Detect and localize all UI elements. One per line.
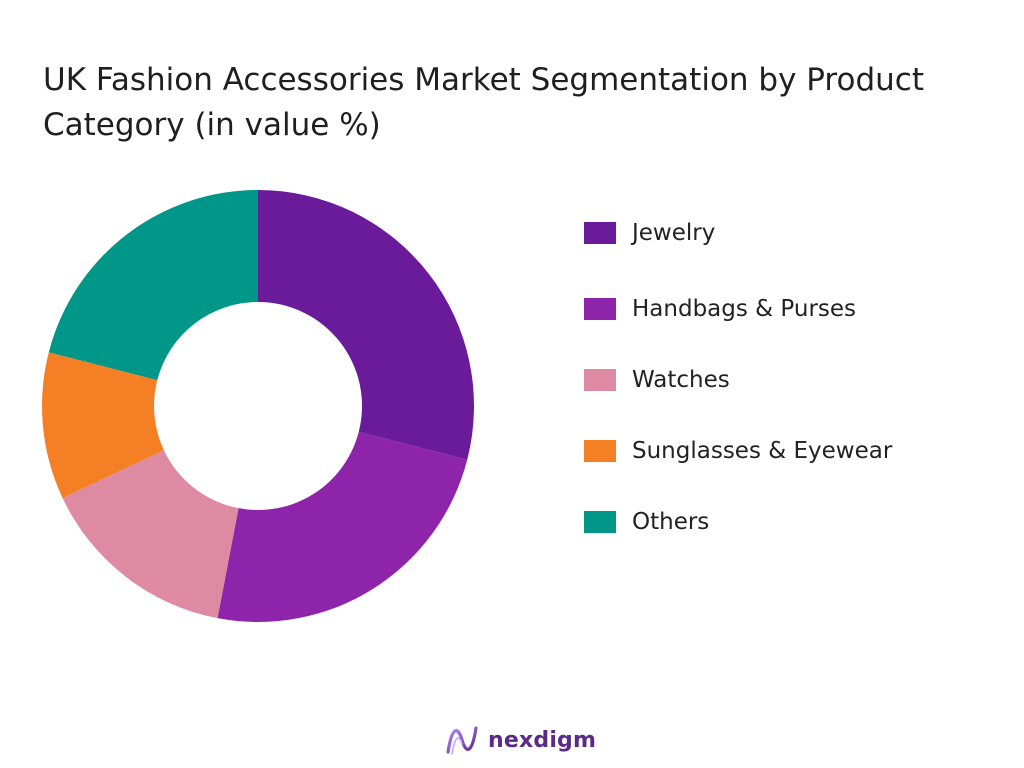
donut-slice-watches xyxy=(62,450,239,619)
legend-swatch-others xyxy=(584,511,616,533)
brand-name: nexdigm xyxy=(488,727,597,753)
legend-label-watches: Watches xyxy=(632,367,730,393)
donut-slice-others xyxy=(48,190,258,381)
legend-item-others: Others xyxy=(584,509,709,535)
legend-item-sunglasses: Sunglasses & Eyewear xyxy=(584,438,892,464)
legend-label-sunglasses: Sunglasses & Eyewear xyxy=(632,438,893,464)
brand-logo: nexdigm xyxy=(444,722,596,758)
donut-slice-sunglasses-and-eyewear xyxy=(41,352,164,498)
legend-item-jewelry: Jewelry xyxy=(584,220,715,246)
legend-swatch-handbags xyxy=(584,298,616,320)
donut-slice-jewelry xyxy=(258,190,474,460)
legend-swatch-sunglasses xyxy=(584,440,616,462)
donut-chart xyxy=(41,190,474,623)
legend-swatch-jewelry xyxy=(584,222,616,244)
legend-label-others: Others xyxy=(632,509,710,535)
legend-label-handbags: Handbags & Purses xyxy=(632,296,857,322)
nexdigm-logo-icon xyxy=(446,726,478,755)
legend-item-watches: Watches xyxy=(584,367,730,393)
chart-title: UK Fashion Accessories Market Segmentati… xyxy=(43,62,924,143)
legend-item-handbags: Handbags & Purses xyxy=(584,296,856,322)
legend-swatch-watches xyxy=(584,369,616,391)
donut-slice-handbags-and-purses xyxy=(217,431,468,623)
legend-label-jewelry: Jewelry xyxy=(632,220,716,246)
